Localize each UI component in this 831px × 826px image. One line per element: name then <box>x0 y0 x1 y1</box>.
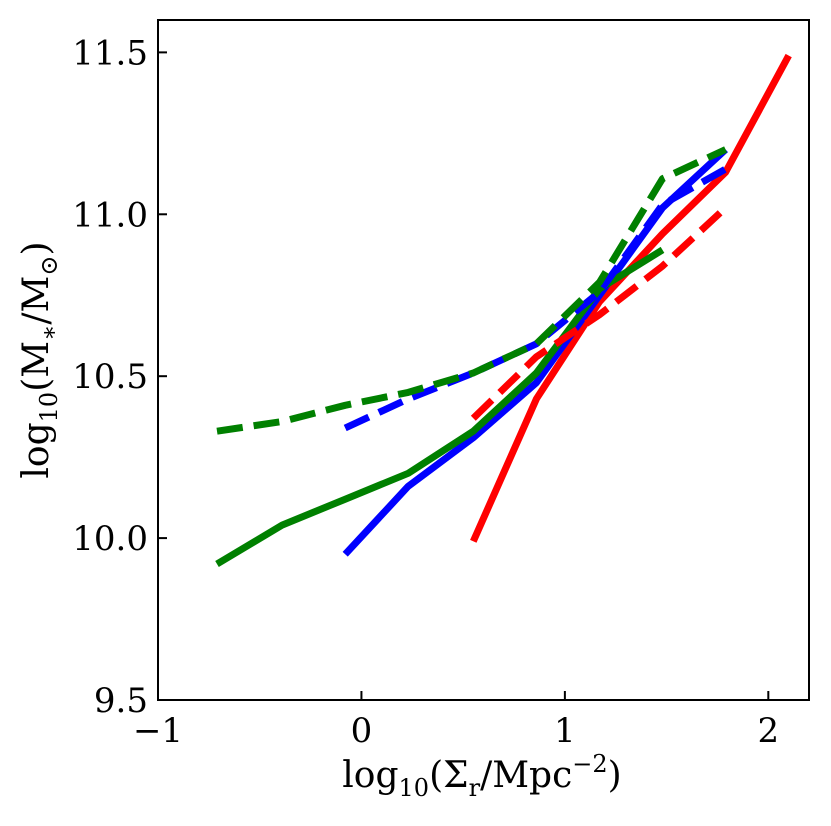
plot-frame <box>157 19 810 701</box>
y-tick-label: 10.5 <box>72 357 148 397</box>
y-tick-label: 11.0 <box>72 195 148 235</box>
y-tick-label: 11.5 <box>72 33 148 73</box>
x-tick-label: 1 <box>554 711 576 751</box>
series-line-blue-solid <box>342 146 728 557</box>
x-tick-labels: −1 0 1 2 <box>133 711 779 751</box>
series-line-red-solid <box>470 53 792 543</box>
x-tick-label: −1 <box>133 711 183 751</box>
x-axis-label: log10(Σr/Mpc−2) <box>342 750 621 802</box>
y-tick-label: 9.5 <box>94 681 148 721</box>
series-line-blue-dashed <box>343 165 728 432</box>
y-tick-labels: 9.5 10.0 10.5 11.0 11.5 <box>72 33 148 721</box>
y-tick-label: 10.0 <box>72 519 148 559</box>
ticks-layer <box>157 51 770 701</box>
y-axis-label: log10(M∗/M⊙) <box>16 241 63 478</box>
x-tick-label: 2 <box>757 711 779 751</box>
series-line-green-dashed <box>216 146 728 435</box>
x-tick-label: 0 <box>351 711 373 751</box>
series-line-red-dashed <box>470 205 728 421</box>
series-layer <box>215 53 792 568</box>
